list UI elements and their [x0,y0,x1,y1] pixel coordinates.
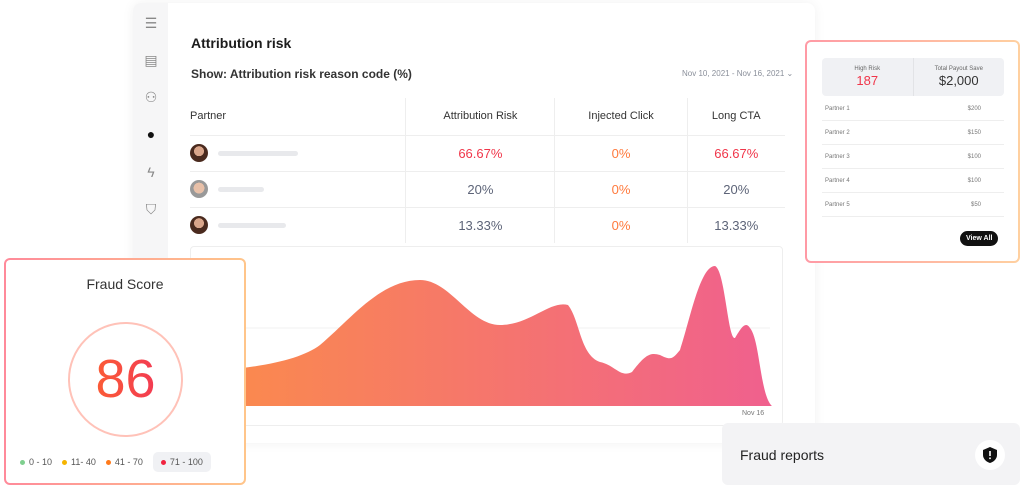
show-label: Show: Attribution risk reason code (%) [191,67,412,81]
dot-icon [105,459,111,465]
col-long-cta: Long CTA [686,98,785,135]
cell-long-cta: 66.67% [686,134,785,171]
date-range-picker[interactable]: Nov 10, 2021 - Nov 16, 2021 ⌄ [682,69,793,78]
chevron-down-icon: ⌄ [786,69,794,78]
fraud-reports-card[interactable]: Fraud reports [722,423,1020,485]
shield-icon[interactable]: ⛉ [145,201,157,217]
list-item: Partner 2 $150 [822,121,1004,145]
legend-item[interactable]: 11- 40 [62,457,96,467]
avatar [190,144,208,162]
high-risk-value: 187 [856,73,879,88]
cell-attribution-risk: 13.33% [405,206,555,243]
dot-icon [20,459,25,465]
avatar [190,180,208,198]
page-title: Attribution risk [191,35,292,51]
col-injected-click: Injected Click [554,98,688,135]
area-series [200,266,772,406]
cell-injected-click: 0% [554,206,688,243]
payout-value: $2,000 [938,73,979,88]
avatar [190,216,208,235]
fraud-score-card: Fraud Score 86 0 - 10 11- 40 41 - 70 71 … [4,258,246,485]
date-range: Nov 10, 2021 - Nov 16, 2021 [682,69,785,78]
users-icon[interactable]: ⚇ [144,89,158,105]
x-axis-label: Nov 16 [742,410,765,417]
payout-label: Total Payout Save [934,66,983,72]
high-risk-card: High Risk 187 Total Payout Save $2,000 Par… [805,40,1020,263]
cell-attribution-risk: 20% [405,170,555,207]
col-attribution-risk: Attribution Risk [405,98,555,135]
list-item: Partner 4 $100 [822,169,1004,193]
high-risk-label: High Risk [854,66,881,72]
score-ring: 86 [68,322,183,437]
cell-long-cta: 20% [686,170,785,207]
list-item: Partner 3 $100 [822,145,1004,169]
cell-long-cta: 13.33% [686,206,785,243]
cell-injected-click: 0% [554,134,688,171]
list-item: Partner 1 $200 [822,97,1004,121]
legend-item[interactable]: 41 - 70 [105,457,143,467]
menu-icon[interactable]: ☰ [144,15,158,31]
fraud-score-title: Fraud Score [86,276,164,292]
compass-icon[interactable]: ● [146,126,156,142]
shield-alert-icon [975,440,1005,470]
legend-item[interactable]: 0 - 10 [20,457,52,467]
stats-header: High Risk 187 Total Payout Save $2,000 [822,58,1004,96]
score-value: 86 [70,348,181,410]
name-placeholder [218,186,264,192]
table-row: 13.33% 0% 13.33% [190,206,785,243]
table-row: 66.67% 0% 66.67% [190,134,785,171]
cell-attribution-risk: 66.67% [405,134,555,171]
cell-injected-click: 0% [554,170,688,207]
attribution-table: Partner Attribution Risk Injected Click … [190,98,785,243]
table-row: 20% 0% 20% [190,170,785,207]
name-placeholder [218,150,298,156]
legend-item-selected[interactable]: 71 - 100 [152,452,211,472]
view-all-button[interactable]: View All [960,231,999,246]
dot-icon [160,459,166,465]
col-partner: Partner [190,110,227,123]
fraud-reports-title: Fraud reports [740,447,825,463]
score-legend: 0 - 10 11- 40 41 - 70 71 - 100 [20,452,211,472]
name-placeholder [218,222,286,228]
dot-icon [62,459,68,465]
lightning-icon[interactable]: ϟ [147,164,155,180]
list-item: Partner 5 $50 [822,193,1004,217]
dashboard-icon[interactable]: ▤ [144,52,158,68]
